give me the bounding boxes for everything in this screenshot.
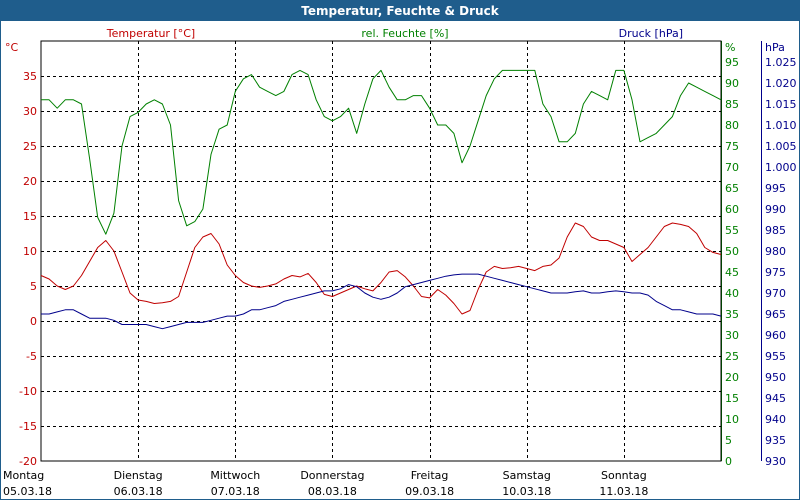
pressure-tick-label: 930	[765, 455, 786, 468]
pressure-tick-label: 970	[765, 287, 786, 300]
day-label: Donnerstag	[300, 469, 364, 482]
temperature-tick-label: 15	[23, 210, 37, 223]
date-label: 10.03.18	[502, 485, 551, 498]
pressure-tick-label: 1.015	[765, 98, 797, 111]
temperature-tick-label: -20	[19, 455, 37, 468]
day-label: Montag	[3, 469, 44, 482]
humidity-axis-label: rel. Feuchte [%]	[361, 27, 448, 40]
temperature-tick-label: -5	[26, 350, 37, 363]
pressure-tick-label: 1.025	[765, 56, 797, 69]
pressure-tick-label: 935	[765, 434, 786, 447]
pressure-tick-label: 985	[765, 224, 786, 237]
humidity-tick-label: 10	[725, 413, 739, 426]
date-label: 08.03.18	[308, 485, 357, 498]
pressure-axis-label: Druck [hPa]	[619, 27, 683, 40]
pressure-tick-label: 960	[765, 329, 786, 342]
pressure-tick-label: 940	[765, 413, 786, 426]
humidity-tick-label: 80	[725, 119, 739, 132]
humidity-unit-label: %	[725, 41, 735, 54]
chart-grid	[41, 41, 762, 461]
day-label: Freitag	[411, 469, 449, 482]
pressure-tick-label: 955	[765, 350, 786, 363]
humidity-tick-label: 30	[725, 329, 739, 342]
pressure-tick-label: 965	[765, 308, 786, 321]
humidity-tick-label: 5	[725, 434, 732, 447]
temperature-axis-label: Temperatur [°C]	[106, 27, 195, 40]
pressure-tick-label: 945	[765, 392, 786, 405]
temperature-tick-label: 20	[23, 175, 37, 188]
humidity-tick-label: 75	[725, 140, 739, 153]
window-title: Temperatur, Feuchte & Druck	[1, 1, 799, 21]
temperature-tick-label: -15	[19, 420, 37, 433]
temperature-tick-label: 0	[30, 315, 37, 328]
day-label: Mittwoch	[210, 469, 260, 482]
humidity-tick-label: 55	[725, 224, 739, 237]
humidity-tick-label: 60	[725, 203, 739, 216]
pressure-tick-label: 950	[765, 371, 786, 384]
temperature-line	[40, 222, 722, 315]
plot-area-border	[40, 40, 722, 462]
temperature-tick-label: 25	[23, 140, 37, 153]
humidity-tick-label: 50	[725, 245, 739, 258]
humidity-tick-label: 65	[725, 182, 739, 195]
pressure-tick-label: 1.005	[765, 140, 797, 153]
pressure-tick-label: 1.010	[765, 119, 797, 132]
humidity-tick-label: 25	[725, 350, 739, 363]
humidity-tick-label: 70	[725, 161, 739, 174]
date-label: 06.03.18	[114, 485, 163, 498]
date-label: 09.03.18	[405, 485, 454, 498]
day-label: Dienstag	[114, 469, 163, 482]
humidity-tick-label: 85	[725, 98, 739, 111]
humidity-tick-label: 20	[725, 371, 739, 384]
humidity-tick-label: 35	[725, 308, 739, 321]
humidity-tick-label: 0	[725, 455, 732, 468]
temperature-tick-label: -10	[19, 385, 37, 398]
temperature-tick-label: 5	[30, 280, 37, 293]
humidity-line	[41, 69, 722, 235]
temperature-tick-label: 10	[23, 245, 37, 258]
humidity-tick-label: 90	[725, 77, 739, 90]
humidity-tick-label: 95	[725, 56, 739, 69]
date-label: 07.03.18	[211, 485, 260, 498]
temperature-unit-label: °C	[5, 41, 19, 54]
pressure-tick-label: 980	[765, 245, 786, 258]
pressure-tick-label: 975	[765, 266, 786, 279]
humidity-tick-label: 45	[725, 266, 739, 279]
humidity-tick-label: 15	[725, 392, 739, 405]
pressure-line	[41, 273, 722, 330]
pressure-tick-label: 990	[765, 203, 786, 216]
pressure-unit-label: hPa	[765, 41, 785, 54]
pressure-tick-label: 1.000	[765, 161, 797, 174]
temperature-tick-label: 30	[23, 105, 37, 118]
pressure-tick-label: 1.020	[765, 77, 797, 90]
pressure-tick-label: 995	[765, 182, 786, 195]
temperature-tick-label: 35	[23, 70, 37, 83]
date-label: 11.03.18	[599, 485, 648, 498]
humidity-tick-label: 40	[725, 287, 739, 300]
day-label: Samstag	[503, 469, 551, 482]
date-label: 05.03.18	[3, 485, 52, 498]
day-label: Sonntag	[601, 469, 647, 482]
